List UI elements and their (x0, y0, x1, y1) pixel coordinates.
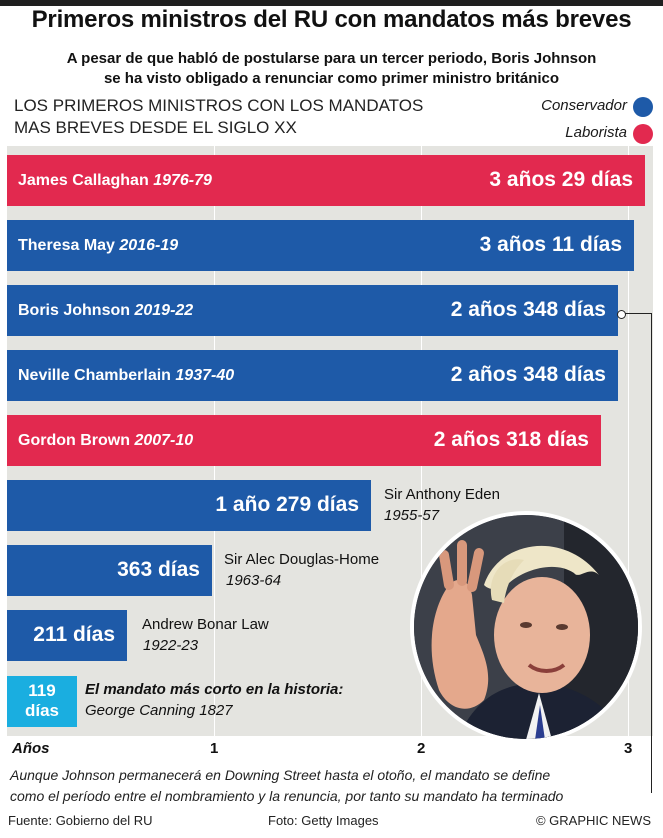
shortest-term-value-line-1: 119 (28, 681, 56, 700)
photo-credit: Foto: Getty Images (268, 813, 379, 828)
pm-name: Andrew Bonar Law (142, 616, 269, 633)
bar-value-label: 3 años 11 días (479, 233, 622, 256)
pm-name: Neville Chamberlain (18, 367, 171, 384)
chart-title: Primeros ministros del RU con mandatos m… (31, 6, 632, 33)
source-credit: Fuente: Gobierno del RU (8, 813, 153, 828)
pm-name: James Callaghan (18, 172, 149, 189)
pm-term-years: 1922-23 (143, 637, 199, 654)
bar-value-label: 2 años 348 días (450, 363, 606, 386)
bar (7, 610, 127, 661)
subtitle-line-2: se ha visto obligado a renunciar como pr… (103, 70, 560, 87)
shortest-term-name: George Canning 1827 (85, 702, 233, 719)
pm-name: Sir Anthony Eden (384, 486, 500, 503)
x-tick-label: 3 (624, 740, 633, 757)
shortest-term-value-line-2: días (24, 701, 60, 720)
pm-term-years: 2007-10 (134, 432, 194, 449)
legend-swatch-labour (633, 124, 653, 144)
bar-value-label: 363 días (117, 558, 200, 581)
bar-value-label: 3 años 29 días (489, 168, 633, 191)
bar (7, 480, 371, 531)
pm-name: Sir Alec Douglas-Home (224, 551, 380, 568)
legend-swatch-conservative (633, 97, 653, 117)
section-heading-line-1: LOS PRIMEROS MINISTROS CON LOS MANDATOS (14, 96, 424, 115)
pm-name: Boris Johnson (18, 302, 131, 319)
bar (7, 155, 645, 206)
footnote-line-2: como el período entre el nombramiento y … (10, 788, 564, 804)
bar-name-label: Boris Johnson 2019-22 (18, 302, 193, 320)
x-tick-label: 2 (417, 740, 426, 757)
bar-value-label: 1 año 279 días (215, 493, 359, 516)
shortest-term-bar: 119 días (7, 676, 77, 727)
bar-name-label: James Callaghan 1976-79 (18, 172, 212, 190)
callout-marker (617, 310, 626, 319)
bar (7, 285, 618, 336)
callout-line-horizontal (621, 313, 652, 314)
pm-name: Theresa May (18, 237, 115, 254)
boris-johnson-photo (410, 511, 642, 743)
subtitle-line-1: A pesar de que habló de postularse para … (66, 50, 597, 67)
callout-line-vertical (651, 313, 652, 793)
bar-value-label: 2 años 348 días (450, 298, 606, 321)
publisher-credit: © GRAPHIC NEWS (535, 813, 651, 828)
bar-name-label: Neville Chamberlain 1937-40 (18, 367, 234, 385)
pm-name: Gordon Brown (18, 432, 130, 449)
pm-term-years: 1976-79 (153, 172, 212, 189)
bar (7, 545, 212, 596)
footnote-line-1: Aunque Johnson permanecerá en Downing St… (10, 767, 551, 783)
bar-value-label: 2 años 318 días (433, 428, 589, 451)
pm-term-years: 2019-22 (134, 302, 194, 319)
portrait-illustration (414, 515, 638, 739)
x-axis-title: Años (12, 740, 50, 757)
bar (7, 415, 601, 466)
bar (7, 350, 618, 401)
gridline-3 (628, 146, 629, 736)
legend-label-labour: Laborista (565, 124, 627, 141)
legend-label-conservative: Conservador (541, 97, 627, 114)
bar-value-label: 211 días (33, 623, 115, 646)
pm-term-years: 2016-19 (119, 237, 179, 254)
x-tick-label: 1 (210, 740, 219, 757)
pm-term-years: 1955-57 (384, 507, 440, 524)
bar-name-label: Theresa May 2016-19 (18, 237, 178, 255)
bar (7, 220, 634, 271)
pm-term-years: 1963-64 (226, 572, 282, 589)
pm-term-years: 1937-40 (175, 367, 235, 384)
section-heading-line-2: MAS BREVES DESDE EL SIGLO XX (14, 118, 297, 137)
shortest-term-title: El mandato más corto en la historia: (85, 681, 344, 698)
bar-name-label: Gordon Brown 2007-10 (18, 432, 193, 450)
top-rule (0, 0, 663, 6)
